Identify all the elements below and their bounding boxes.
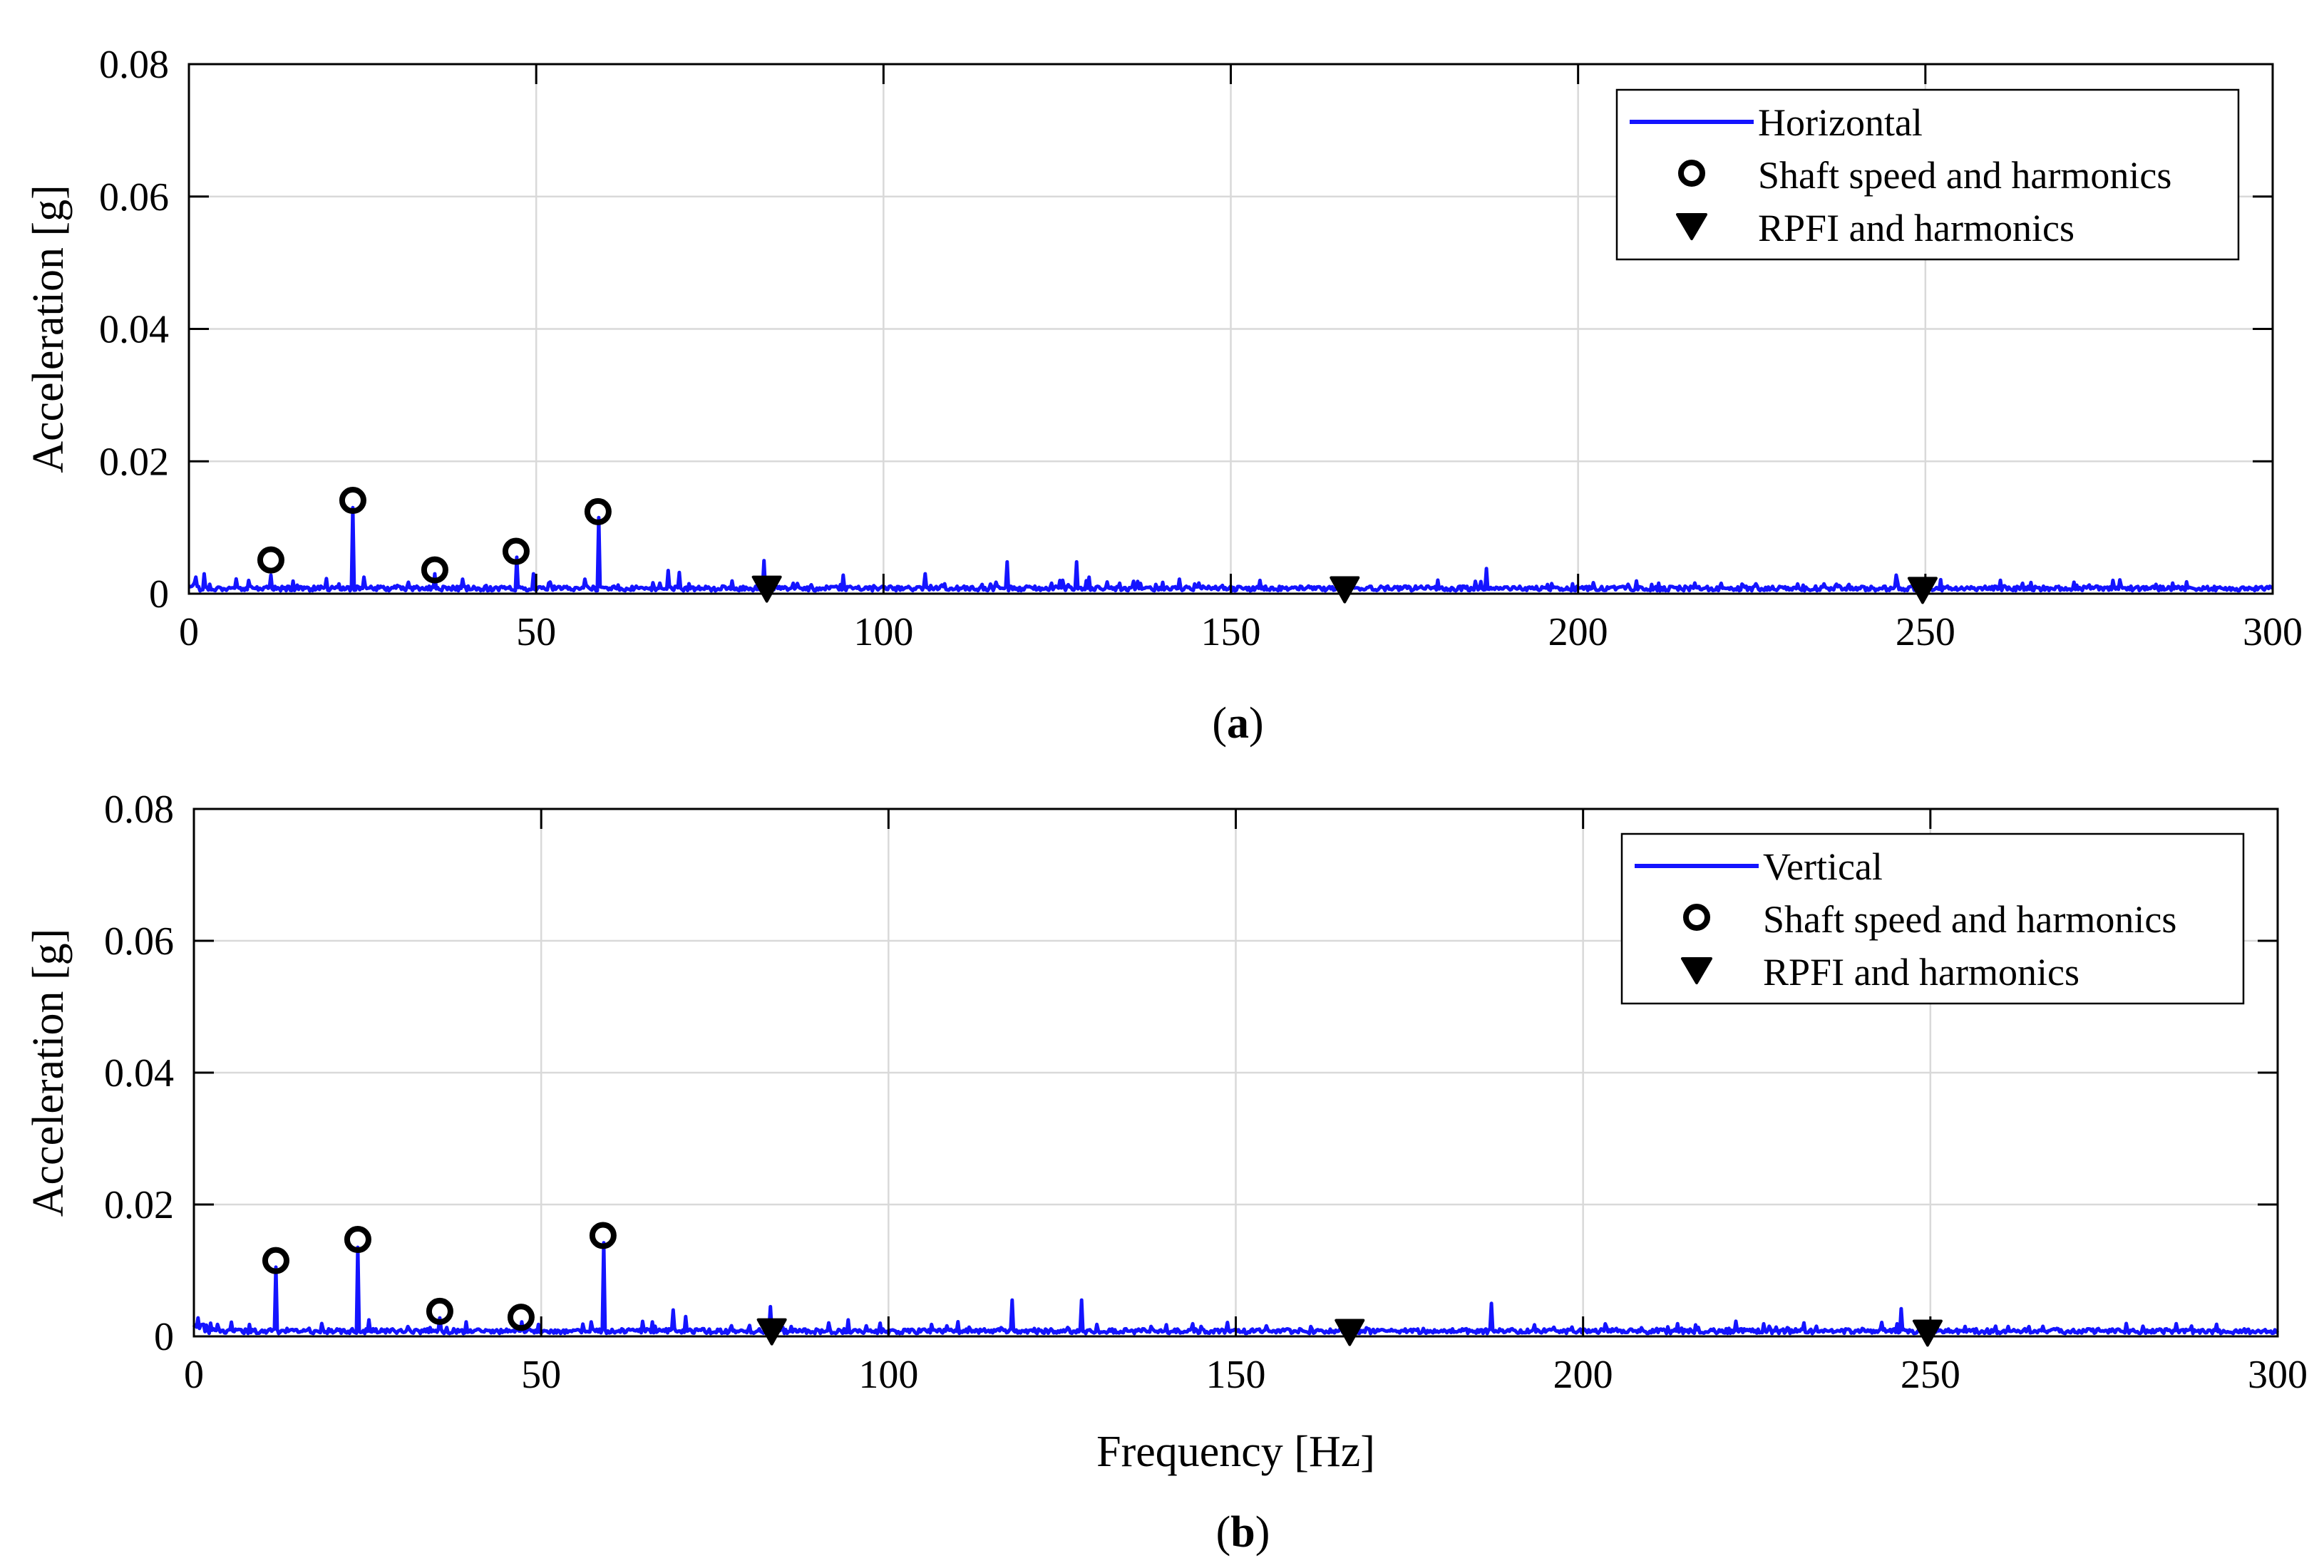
x-tick-label: 0 — [179, 610, 199, 654]
x-tick-label: 100 — [853, 610, 913, 654]
shaft-harmonic-marker — [262, 1247, 289, 1274]
x-tick-label: 150 — [1206, 1353, 1266, 1397]
legend-triangle-icon — [1681, 957, 1712, 984]
x-tick-label: 300 — [2243, 610, 2303, 654]
legend-box-b — [1620, 832, 2245, 1005]
y-tick-label: 0.06 — [104, 919, 174, 964]
x-tick-label: 50 — [516, 610, 556, 654]
shaft-harmonic-marker — [584, 497, 612, 525]
y-tick-label: 0.04 — [99, 308, 169, 352]
y-tick-label: 0.06 — [99, 175, 169, 220]
shaft-harmonic-marker — [344, 1226, 371, 1254]
x-tick-label: 150 — [1201, 610, 1261, 654]
y-tick-label: 0 — [149, 572, 169, 617]
shaft-harmonic-marker — [339, 487, 366, 515]
shaft-harmonic-marker — [502, 537, 530, 565]
x-tick-label: 300 — [2248, 1353, 2308, 1397]
chart-panel-a: 0 50 100 150 200 250 300 0 0.02 0.04 0.06 0.08 Acce… — [24, 43, 2303, 748]
y-axis-label-a: Acceleration [g] — [24, 185, 73, 473]
gridlines-b — [194, 809, 2278, 1336]
rpfi-harmonic-marker — [751, 575, 782, 603]
y-tick-label: 0.08 — [99, 43, 169, 87]
legend-label-rpfi: RPFI and harmonics — [1758, 207, 2074, 249]
rpfi-harmonic-marker — [1907, 577, 1938, 604]
shaft-harmonic-marker — [421, 556, 448, 584]
rpfi-harmonic-marker — [756, 1318, 787, 1346]
shaft-harmonic-marker — [589, 1222, 617, 1249]
x-axis-label-b: Frequency [Hz] — [1096, 1428, 1375, 1476]
legend-triangle-icon — [1676, 213, 1707, 240]
legend-label-rpfi: RPFI and harmonics — [1763, 951, 2079, 994]
y-tick-label: 0.02 — [99, 440, 169, 484]
legend-b: Vertical Shaft speed and harmonics RPFI … — [1620, 832, 2245, 1005]
caption-a: (a) — [1212, 699, 1263, 748]
x-tick-label: 200 — [1553, 1353, 1613, 1397]
shaft-harmonic-marker — [507, 1304, 535, 1331]
x-tick-label: 0 — [184, 1353, 204, 1397]
y-axis-label-b: Acceleration [g] — [24, 929, 73, 1217]
legend-label-shaft-speed: Shaft speed and harmonics — [1763, 898, 2176, 941]
y-tick-label: 0 — [154, 1315, 174, 1359]
legend-circle-icon — [1678, 160, 1705, 187]
rpfi-harmonic-marker — [1335, 1319, 1365, 1346]
x-tick-label: 200 — [1548, 610, 1608, 654]
legend-box-a — [1615, 88, 2240, 261]
tick-labels-b: 0 50 100 150 200 250 300 0 0.02 0.04 0.06 0.08 — [104, 788, 2308, 1397]
caption-b: (b) — [1216, 1508, 1270, 1557]
x-tick-label: 50 — [521, 1353, 561, 1397]
tick-marks-b — [192, 808, 2279, 1338]
x-tick-label: 100 — [858, 1353, 918, 1397]
shaft-harmonic-marker — [257, 546, 284, 574]
harmonic-markers-a — [257, 487, 1938, 604]
rpfi-harmonic-marker — [1330, 576, 1360, 604]
harmonic-markers-b — [262, 1222, 1943, 1347]
x-tick-label: 250 — [1901, 1353, 1960, 1397]
shaft-harmonic-marker — [426, 1297, 453, 1325]
legend-a: Horizontal Shaft speed and harmonics RPF… — [1615, 88, 2240, 261]
rpfi-harmonic-marker — [1912, 1319, 1943, 1347]
tick-labels-a: 0 50 100 150 200 250 300 0 0.02 0.04 0.06 0.08 — [99, 43, 2303, 654]
legend-label-vertical: Vertical — [1763, 845, 1883, 888]
legend-circle-icon — [1683, 904, 1710, 931]
chart-panel-b: 0 50 100 150 200 250 300 0 0.02 0.04 0.06 0.08 Acce… — [24, 788, 2308, 1557]
legend-label-shaft-speed: Shaft speed and harmonics — [1758, 154, 2171, 197]
tick-marks-a — [187, 63, 2274, 595]
y-tick-label: 0.04 — [104, 1051, 174, 1095]
y-tick-label: 0.08 — [104, 788, 174, 832]
legend-label-horizontal: Horizontal — [1758, 101, 1923, 144]
y-tick-label: 0.02 — [104, 1183, 174, 1227]
x-tick-label: 250 — [1896, 610, 1955, 654]
